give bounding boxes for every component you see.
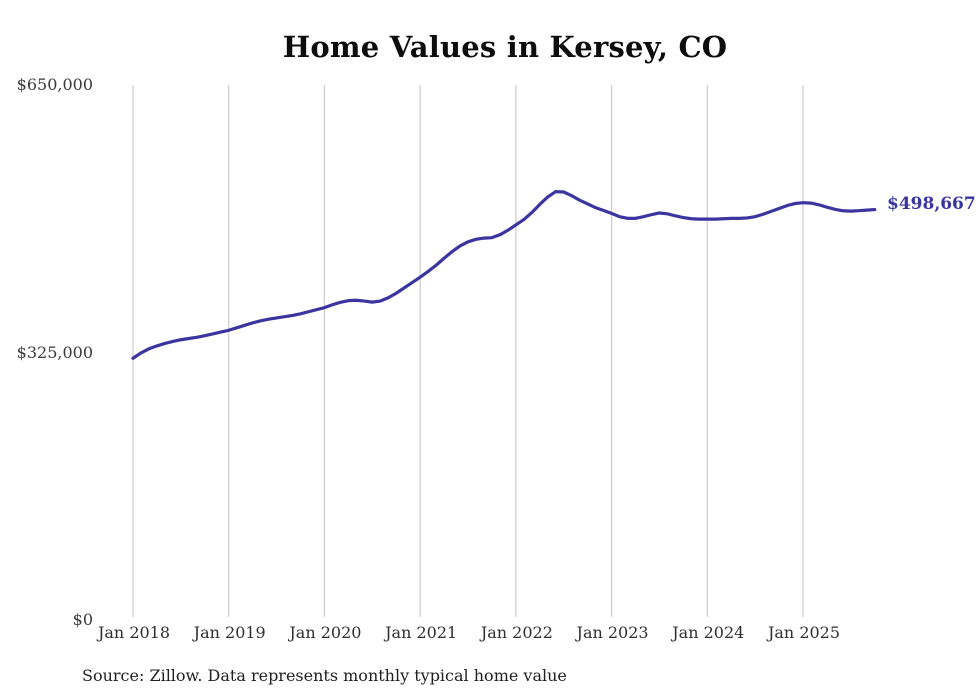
x-tick-label: Jan 2023 (576, 623, 649, 642)
x-tick-label: Jan 2022 (480, 623, 553, 642)
chart-title: Home Values in Kersey, CO (282, 30, 728, 64)
y-tick-label: $0 (72, 610, 93, 629)
y-tick-label: $650,000 (16, 75, 93, 94)
x-tick-label: Jan 2019 (193, 623, 266, 642)
x-tick-label: Jan 2025 (767, 623, 841, 642)
x-tick-label: Jan 2018 (97, 623, 171, 642)
x-tick-label: Jan 2020 (289, 623, 362, 642)
source-note: Source: Zillow. Data represents monthly … (82, 666, 567, 685)
series-line (131, 189, 877, 360)
end-value-label: $498,667 (887, 194, 976, 214)
x-tick-label: Jan 2021 (385, 623, 458, 642)
y-tick-label: $325,000 (16, 342, 93, 362)
x-tick-label: Jan 2024 (672, 623, 745, 642)
